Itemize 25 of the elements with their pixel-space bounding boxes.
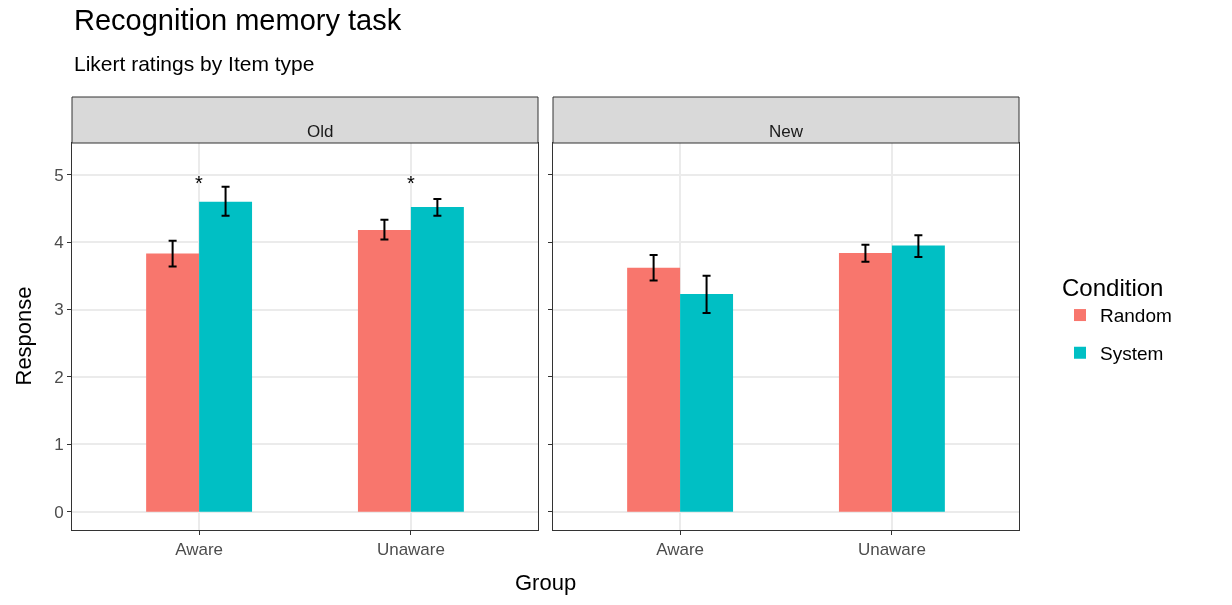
legend-label: System xyxy=(1100,343,1164,365)
legend-label: Random xyxy=(1100,305,1172,327)
annotation: * xyxy=(407,172,415,194)
x-tick-label: Aware xyxy=(175,540,224,560)
chart-subtitle: Likert ratings by Item type xyxy=(74,52,315,75)
text: New xyxy=(769,122,804,141)
y-axis-title: Response xyxy=(10,286,36,386)
bar xyxy=(199,201,253,512)
bar xyxy=(357,229,411,512)
legend-title: Condition xyxy=(1062,274,1164,302)
y-tick-label: 2 xyxy=(54,367,64,387)
annotation: * xyxy=(195,172,203,194)
x-axis-title: Group xyxy=(515,570,577,595)
text: Old xyxy=(307,122,334,141)
x-tick-label: Unaware xyxy=(376,540,445,560)
x-tick-label: Aware xyxy=(656,540,705,560)
y-tick-label: 5 xyxy=(54,165,64,185)
chart-title: Recognition memory task xyxy=(74,4,402,36)
bar xyxy=(410,207,464,512)
y-tick-label: 0 xyxy=(54,502,64,522)
y-tick-label: 1 xyxy=(54,435,64,455)
y-tick-label: 4 xyxy=(54,233,64,253)
x-tick-label: Unaware xyxy=(857,540,926,560)
y-tick-label: 3 xyxy=(54,300,64,320)
bar xyxy=(146,253,200,512)
